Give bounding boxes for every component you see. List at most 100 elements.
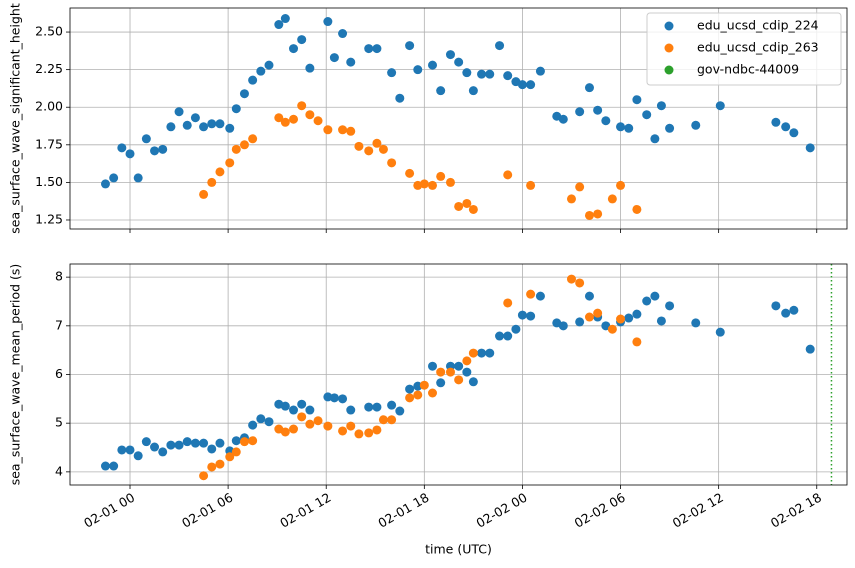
y-axis-label: sea_surface_wave_significant_height — [8, 3, 23, 234]
y-tick-label: 4 — [55, 463, 63, 478]
point — [378, 415, 388, 425]
point — [305, 110, 315, 120]
axes-frame — [69, 7, 848, 230]
y-tick-label: 1.25 — [35, 211, 63, 226]
legend-label: gov-ndbc-44009 — [697, 62, 799, 77]
point — [323, 125, 333, 135]
point — [517, 310, 527, 320]
point — [323, 421, 333, 431]
point — [405, 168, 415, 178]
point — [454, 57, 464, 67]
point — [477, 69, 487, 79]
legend-frame — [646, 12, 842, 86]
y-tick-label: 7 — [55, 317, 63, 332]
point — [642, 110, 652, 120]
x-tick-label: 02-02 12 — [670, 490, 726, 531]
point — [297, 101, 307, 111]
x-tick-label: 02-02 18 — [768, 490, 824, 531]
point — [280, 401, 290, 411]
point — [338, 125, 348, 135]
x-tick-label: 02-01 18 — [375, 490, 431, 531]
point — [280, 117, 290, 127]
point — [436, 378, 446, 388]
point — [215, 438, 225, 448]
point — [207, 462, 217, 472]
point — [436, 171, 446, 181]
point — [231, 447, 241, 457]
point — [289, 44, 299, 54]
point — [329, 393, 339, 403]
point — [656, 101, 666, 111]
point — [297, 412, 307, 422]
point — [771, 301, 781, 311]
legend-label: edu_ucsd_cdip_224 — [697, 18, 819, 33]
point — [239, 140, 249, 150]
y-tick-label: 6 — [55, 366, 63, 381]
point — [593, 308, 603, 318]
point — [575, 107, 585, 117]
x-tick-label: 02-01 00 — [81, 490, 137, 531]
point — [274, 113, 284, 123]
point — [781, 308, 791, 318]
point — [584, 83, 594, 93]
point — [248, 75, 258, 85]
point — [454, 361, 464, 371]
point — [372, 138, 382, 148]
point — [413, 65, 423, 75]
point — [289, 424, 299, 434]
point — [656, 316, 666, 326]
point — [405, 41, 415, 51]
point — [100, 461, 110, 471]
point — [462, 356, 472, 366]
point — [526, 180, 536, 190]
point — [601, 116, 611, 126]
point — [364, 428, 374, 438]
legend-marker — [664, 21, 674, 31]
point — [428, 60, 438, 70]
point — [462, 68, 472, 78]
point — [256, 66, 266, 76]
point — [616, 122, 626, 132]
point — [248, 134, 258, 144]
point — [805, 344, 815, 354]
point — [372, 402, 382, 412]
point — [454, 375, 464, 385]
point — [207, 119, 217, 129]
point — [632, 309, 642, 319]
point — [199, 438, 209, 448]
point — [199, 189, 209, 199]
point — [419, 179, 429, 189]
point — [199, 122, 209, 132]
point — [419, 380, 429, 390]
point — [771, 117, 781, 127]
point — [338, 426, 348, 436]
point — [650, 291, 660, 301]
point — [346, 57, 356, 67]
point — [364, 44, 374, 54]
point — [805, 143, 815, 153]
point — [650, 134, 660, 144]
point — [387, 400, 397, 410]
point — [558, 321, 568, 331]
point — [225, 158, 235, 168]
axes: 1.25 1.50 1.75 2.00 2.25 2.50 sea_surface_wave… — [8, 3, 848, 234]
point — [109, 461, 119, 471]
point — [566, 194, 576, 204]
point — [354, 429, 364, 439]
point — [225, 123, 235, 133]
point — [593, 105, 603, 115]
y-tick-label: 1.75 — [35, 136, 63, 151]
point — [338, 394, 348, 404]
point — [436, 86, 446, 96]
point — [503, 331, 513, 341]
axes: 02-01 00 02-01 06 02-01 12 02-01 18 02-02 00… — [8, 263, 848, 557]
y-tick-label: 8 — [55, 269, 63, 284]
point — [231, 144, 241, 154]
point — [289, 405, 299, 415]
point — [387, 158, 397, 168]
point — [133, 451, 143, 461]
point — [150, 442, 160, 452]
x-tick-label: 02-01 12 — [277, 490, 333, 531]
point — [445, 367, 455, 377]
